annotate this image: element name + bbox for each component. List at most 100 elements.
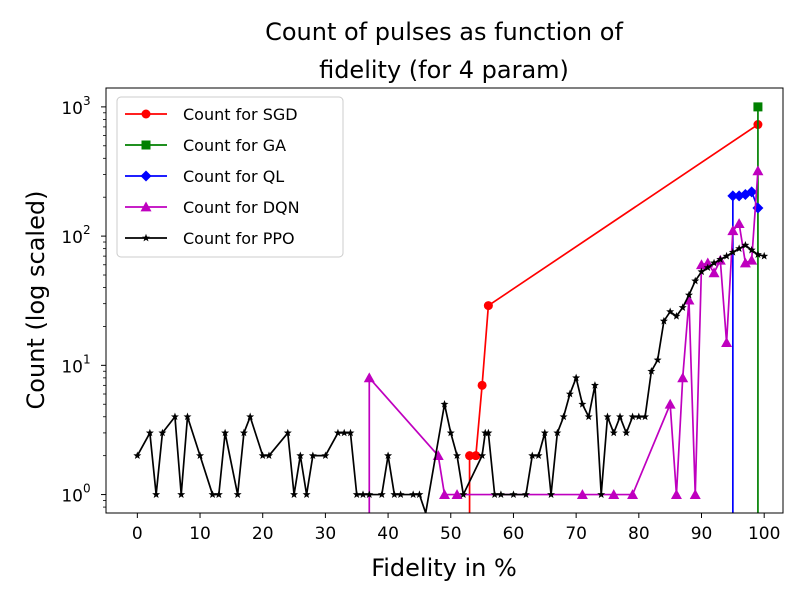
data-point xyxy=(678,303,687,311)
x-tick-label: 60 xyxy=(503,524,525,544)
data-point xyxy=(616,412,625,421)
data-point xyxy=(708,267,720,278)
data-point xyxy=(352,490,361,498)
data-point xyxy=(384,451,393,460)
data-point xyxy=(703,263,712,272)
data-point xyxy=(727,190,739,202)
x-axis-ticks: 0 10 20 30 40 50 60 70 80 90 100 xyxy=(132,513,780,544)
data-point xyxy=(465,451,475,461)
y-tick-label: 103 xyxy=(61,94,90,119)
legend-label: Count for DQN xyxy=(183,198,300,217)
data-point xyxy=(363,372,375,383)
data-point xyxy=(528,451,537,460)
data-point xyxy=(145,428,154,437)
data-point xyxy=(415,490,424,498)
x-tick-label: 20 xyxy=(252,524,274,544)
data-point xyxy=(733,218,745,228)
data-point xyxy=(233,490,242,498)
data-point xyxy=(735,244,744,253)
data-point xyxy=(634,412,643,421)
data-point xyxy=(451,489,463,499)
data-point xyxy=(246,412,255,421)
y-tick-exponent: 1 xyxy=(83,352,91,366)
data-point xyxy=(747,245,756,254)
data-point xyxy=(691,276,700,285)
data-point xyxy=(597,490,606,498)
legend-label: Count for QL xyxy=(183,167,284,186)
data-point xyxy=(559,412,568,421)
chart-title: Count of pulses as function of fidelity … xyxy=(265,18,623,84)
data-point xyxy=(647,367,656,375)
data-point xyxy=(158,428,167,437)
series-line xyxy=(368,170,759,513)
legend-item: Count for GA xyxy=(125,136,286,155)
x-tick-label: 50 xyxy=(440,524,462,544)
series-count-for-sgd xyxy=(465,120,763,513)
data-point xyxy=(672,312,681,320)
series-line xyxy=(468,123,759,513)
data-point xyxy=(170,412,179,421)
data-point xyxy=(628,412,637,421)
data-point xyxy=(214,490,223,498)
data-point xyxy=(340,428,349,437)
data-point xyxy=(666,307,675,316)
data-point xyxy=(522,490,530,498)
data-point xyxy=(716,255,725,263)
data-point xyxy=(409,490,418,498)
data-point xyxy=(746,254,758,265)
data-point xyxy=(727,225,739,236)
legend-label: Count for GA xyxy=(183,136,286,155)
y-tick-label: 101 xyxy=(61,352,90,377)
data-point xyxy=(547,490,556,498)
data-point xyxy=(710,258,719,267)
data-point xyxy=(576,489,588,499)
data-point xyxy=(290,490,299,498)
data-point xyxy=(481,428,490,437)
data-point xyxy=(746,186,758,198)
data-point xyxy=(396,490,405,498)
data-point xyxy=(440,400,449,408)
data-point xyxy=(753,250,762,258)
plot-area xyxy=(133,102,769,513)
data-point xyxy=(540,428,549,437)
data-point xyxy=(196,451,205,460)
data-point xyxy=(459,490,468,498)
data-point xyxy=(590,381,599,389)
data-point xyxy=(722,251,731,260)
y-tick-exponent: 3 xyxy=(83,94,91,108)
legend-marker xyxy=(140,170,152,182)
y-tick-exponent: 2 xyxy=(83,223,91,237)
data-point xyxy=(752,202,764,214)
data-point xyxy=(283,428,292,437)
data-point xyxy=(627,489,639,499)
x-tick-label: 70 xyxy=(565,524,587,544)
data-point xyxy=(483,301,493,311)
data-point xyxy=(553,428,562,437)
legend-item: Count for PPO xyxy=(125,229,295,248)
legend-item: Count for DQN xyxy=(125,198,300,217)
data-point xyxy=(208,490,217,498)
data-point xyxy=(239,428,248,437)
y-axis-label: Count (log scaled) xyxy=(22,191,50,410)
series-line xyxy=(136,244,765,513)
y-tick-base: 10 xyxy=(61,228,83,248)
legend-box xyxy=(116,96,344,258)
y-tick-base: 10 xyxy=(61,99,83,119)
series-line xyxy=(732,191,759,513)
data-point xyxy=(760,251,769,260)
legend-label: Count for PPO xyxy=(183,229,295,248)
data-point xyxy=(721,337,733,347)
y-tick-base: 10 xyxy=(61,487,83,507)
data-point xyxy=(183,412,192,421)
data-point xyxy=(377,490,386,498)
data-point xyxy=(133,451,142,460)
legend-label: Count for SGD xyxy=(183,105,298,124)
data-point xyxy=(453,451,462,460)
data-point xyxy=(572,373,581,382)
legend: Count for SGD Count for GA Count for QL Cou… xyxy=(116,96,344,258)
series-count-for-ga xyxy=(753,102,763,513)
data-point xyxy=(608,489,620,499)
chart-title-line-1: Count of pulses as function of xyxy=(265,18,623,46)
data-point xyxy=(622,428,631,437)
